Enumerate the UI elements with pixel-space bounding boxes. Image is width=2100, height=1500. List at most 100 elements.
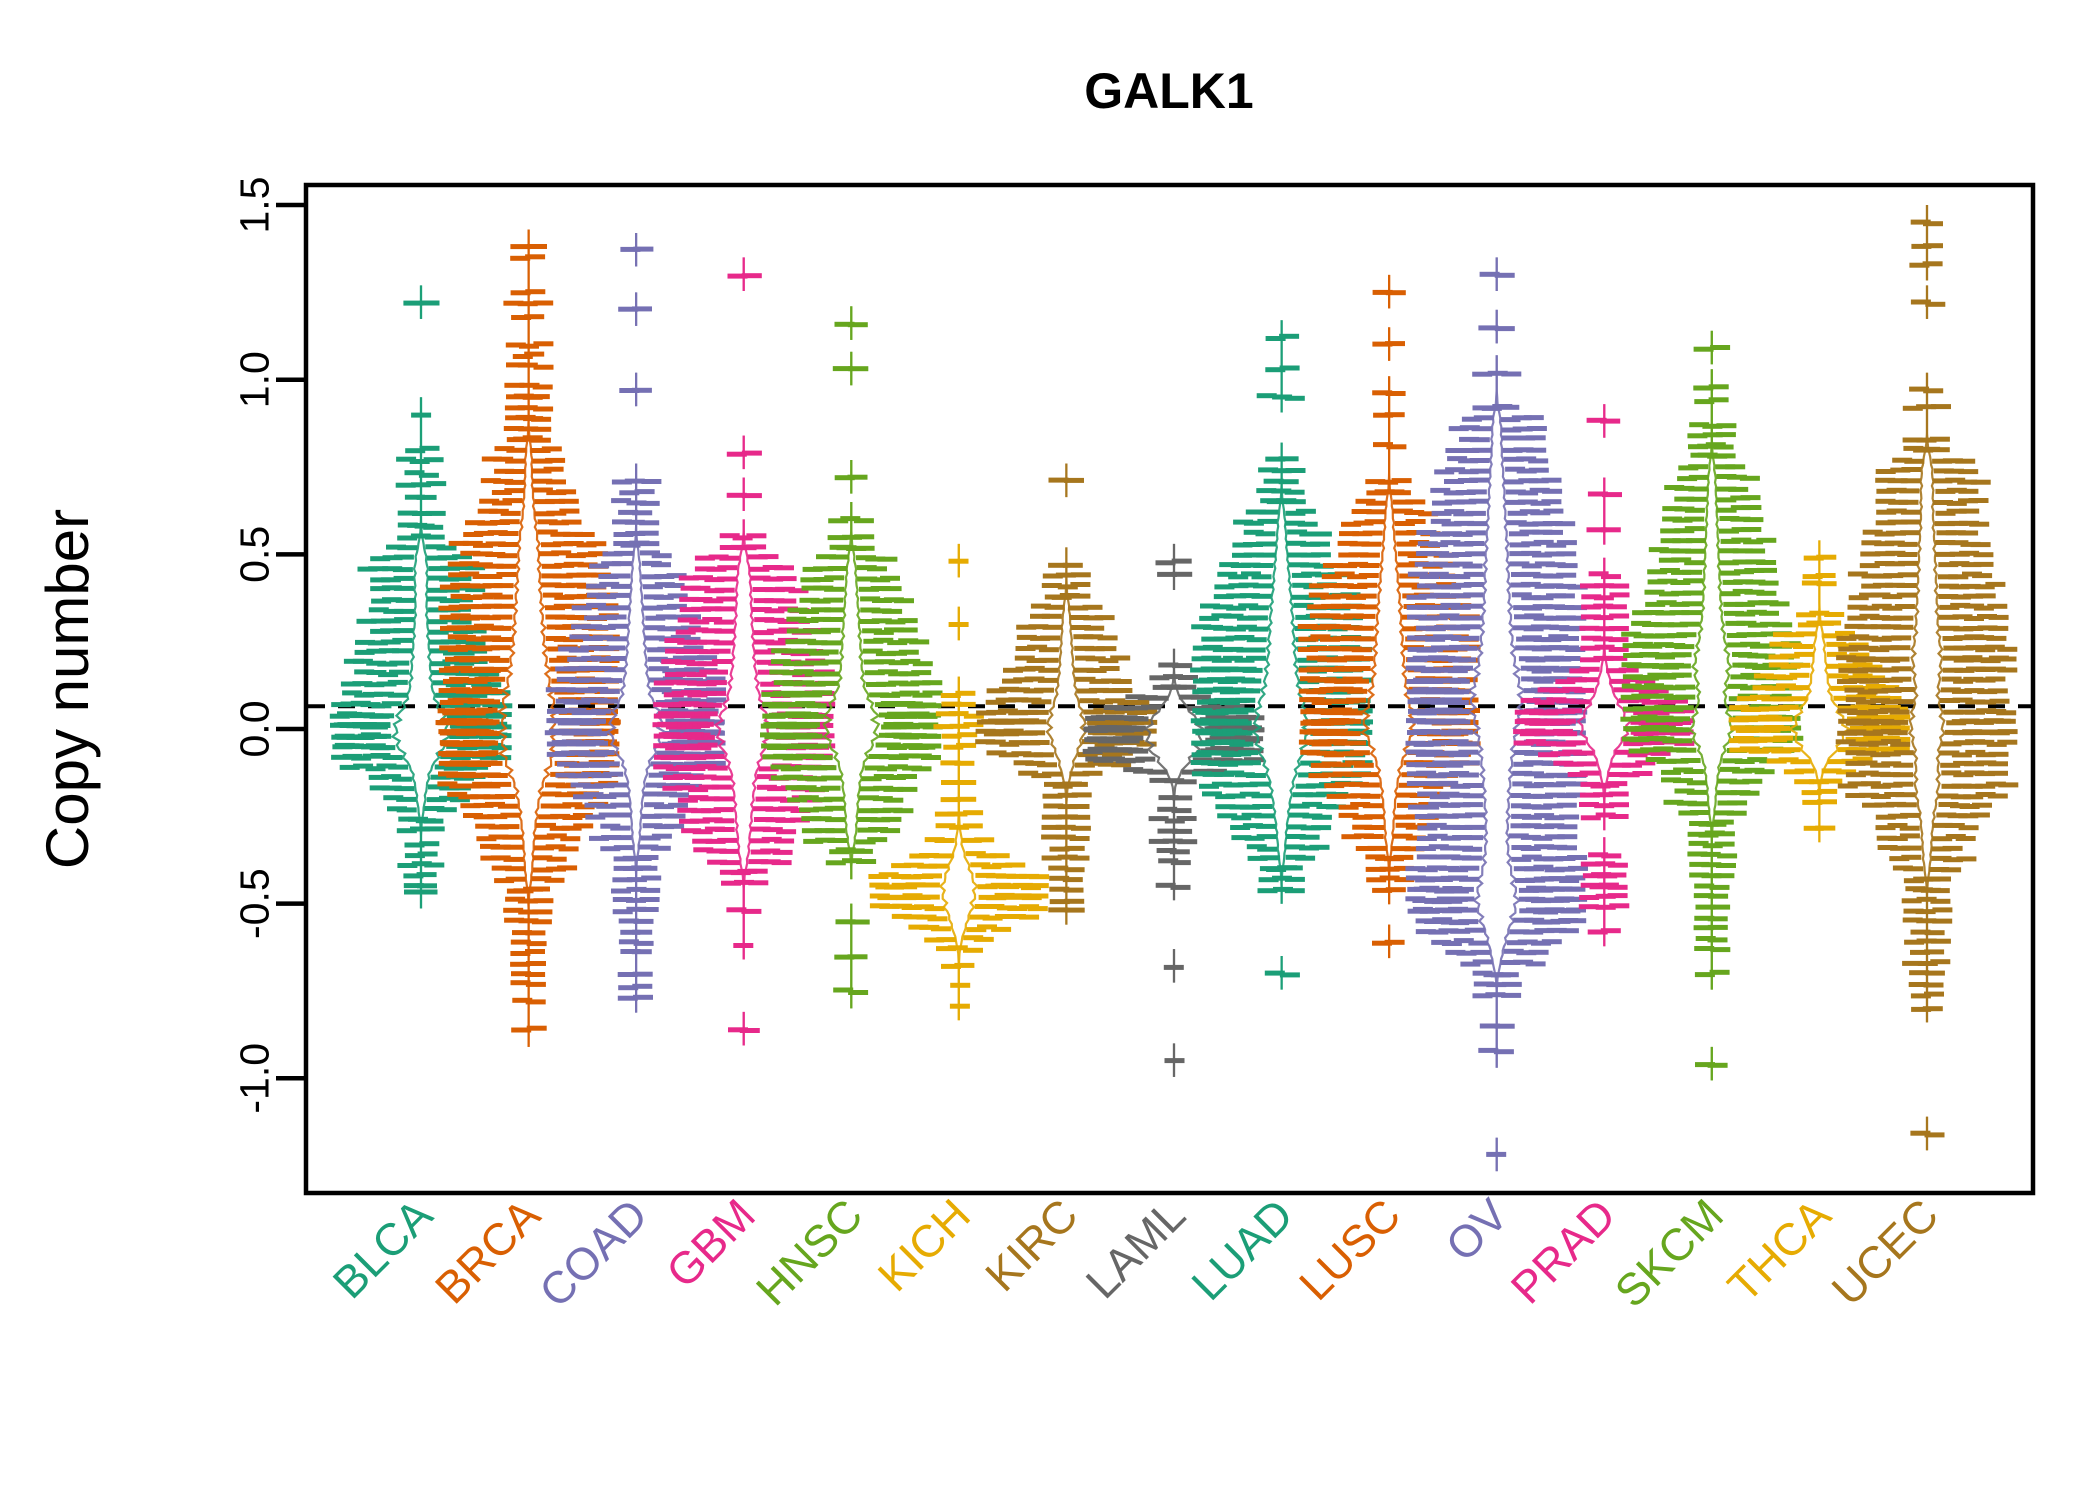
observation-dash (1190, 667, 1211, 673)
observation-dash (825, 828, 846, 834)
observation-dash (877, 669, 898, 675)
observation-dash (1606, 604, 1627, 610)
observation-dash (370, 586, 391, 592)
observation-dash (1055, 824, 1076, 830)
observation-dash (1959, 520, 1980, 526)
observation-dash (1958, 488, 1979, 494)
observation-dash (1084, 737, 1105, 743)
observation-dash (1844, 623, 1865, 629)
observation-dash (957, 732, 978, 738)
observation-dash (527, 244, 547, 249)
observation-dash (1846, 657, 1867, 663)
observation-dash (1686, 496, 1707, 502)
observation-dash (693, 847, 714, 853)
observation-dash (465, 520, 485, 526)
x-category-label-PRAD: PRAD (1501, 1189, 1625, 1313)
observation-dash (1308, 592, 1329, 598)
observation-dash (1509, 542, 1530, 548)
observation-dash (1348, 552, 1369, 558)
observation-dash (1246, 844, 1267, 850)
observation-dash (632, 929, 653, 935)
observation-dash (546, 833, 567, 839)
observation-dash (618, 306, 639, 312)
observation-dash (1398, 562, 1418, 568)
observation-dash (556, 676, 577, 682)
observation-dash (1192, 689, 1213, 695)
observation-dash (1817, 788, 1838, 794)
observation-dash (1682, 569, 1703, 575)
observation-dash (492, 637, 513, 642)
observation-dash (531, 416, 552, 422)
observation-dash (1444, 479, 1464, 484)
observation-dash (638, 530, 659, 536)
observation-dash (810, 607, 831, 613)
observation-dash (714, 818, 735, 824)
observation-dash (1875, 469, 1896, 474)
observation-dash (419, 841, 440, 847)
observation-dash (1416, 854, 1437, 860)
observation-dash (681, 828, 702, 834)
observation-dash (1607, 884, 1628, 890)
observation-dash (1510, 793, 1531, 798)
observation-dash (1331, 593, 1352, 599)
observation-dash (1870, 667, 1891, 673)
observation-dash (619, 388, 640, 393)
observation-dash (765, 806, 786, 812)
observation-dash (460, 550, 481, 556)
observation-dash (796, 638, 817, 644)
observation-dash (1520, 581, 1541, 587)
observation-dash (1257, 846, 1278, 852)
observation-dash (510, 980, 531, 986)
observation-dash (1940, 687, 1961, 693)
observation-dash (764, 598, 785, 604)
observation-dash (1556, 583, 1576, 589)
observation-dash (530, 448, 551, 453)
observation-dash (1473, 415, 1494, 421)
observation-dash (1136, 741, 1157, 747)
observation-dash (1997, 729, 2018, 735)
observation-dash (1859, 563, 1880, 569)
observation-dash (1533, 793, 1553, 799)
observation-dash (493, 478, 514, 484)
observation-dash (437, 781, 458, 787)
observation-dash (1773, 632, 1793, 638)
observation-dash (1694, 946, 1715, 951)
observation-dash (697, 655, 718, 661)
observation-dash (1543, 583, 1564, 589)
observation-dash (1459, 448, 1480, 453)
observation-dash (1006, 873, 1027, 879)
observation-dash (1710, 904, 1731, 910)
observation-dash (1358, 573, 1379, 578)
observation-dash (1190, 760, 1211, 765)
observation-dash (1100, 678, 1121, 684)
observation-dash (511, 971, 531, 977)
observation-dash (1997, 667, 2018, 673)
observation-dash (511, 1027, 532, 1033)
observation-dash (940, 693, 961, 698)
observation-dash (568, 647, 589, 653)
observation-dash (453, 629, 474, 634)
observation-dash (1453, 541, 1474, 547)
observation-dash (611, 498, 632, 504)
observation-dash (1244, 835, 1265, 841)
observation-dash (394, 608, 415, 614)
observation-dash (1542, 488, 1563, 494)
observation-dash (1533, 595, 1554, 601)
observation-dash (1064, 898, 1085, 904)
observation-dash (1244, 715, 1265, 721)
observation-dash (1494, 272, 1515, 278)
observation-dash (719, 533, 740, 539)
observation-dash (1464, 927, 1485, 933)
observation-dash (1694, 399, 1715, 405)
observation-dash (459, 561, 480, 567)
observation-dash (620, 929, 641, 935)
observation-dash (382, 555, 403, 561)
observation-dash (639, 520, 660, 526)
observation-dash (504, 917, 525, 923)
observation-dash (1678, 465, 1699, 471)
observation-dash (994, 914, 1015, 919)
observation-dash (1112, 688, 1133, 693)
observation-dash (698, 708, 719, 714)
observation-dash (1870, 624, 1891, 630)
observation-dash (626, 886, 647, 892)
